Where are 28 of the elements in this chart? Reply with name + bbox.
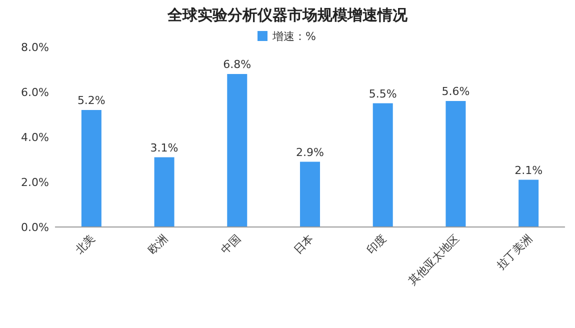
y-tick-label: 8.0% (21, 41, 49, 54)
data-label: 5.5% (368, 87, 397, 100)
legend-label: 增速：% (272, 30, 316, 43)
y-tick-label: 2.0% (21, 176, 49, 189)
bar (518, 180, 539, 227)
x-tick-label: 中国 (218, 232, 244, 257)
x-tick-label: 其他亚太地区 (406, 232, 462, 288)
data-label: 3.1% (150, 141, 178, 154)
y-tick-label: 6.0% (21, 86, 49, 99)
x-tick-label: 北美 (72, 232, 98, 257)
bar (227, 74, 248, 227)
y-tick-label: 4.0% (21, 131, 49, 144)
data-label: 2.9% (296, 146, 324, 159)
bar (446, 101, 466, 227)
chart-title: 全球实验分析仪器市场规模增速情况 (166, 6, 408, 24)
data-label: 2.1% (514, 164, 543, 177)
x-tick-label: 拉丁美洲 (494, 232, 535, 272)
x-tick-label: 日本 (291, 232, 316, 257)
bar (81, 110, 102, 227)
data-label: 5.2% (77, 94, 106, 107)
x-tick-label: 欧洲 (146, 232, 170, 257)
data-label: 6.8% (223, 58, 252, 71)
bar (372, 103, 393, 227)
x-tick-label: 印度 (364, 232, 389, 257)
y-tick-label: 0.0% (21, 221, 49, 234)
bar (154, 157, 174, 227)
bar (300, 162, 320, 227)
data-label: 5.6% (442, 85, 470, 98)
